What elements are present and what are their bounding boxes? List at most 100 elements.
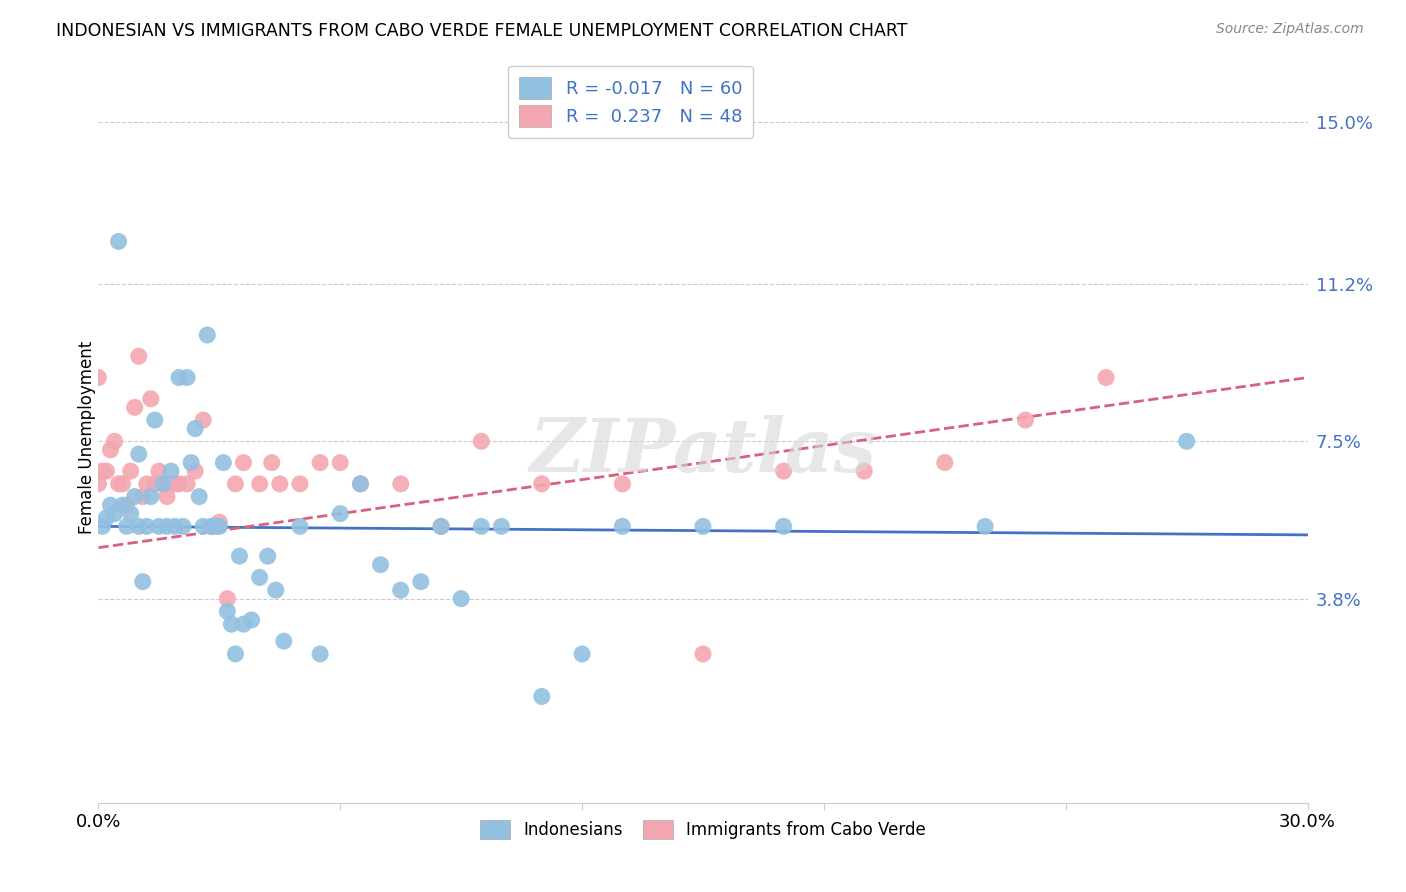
Point bbox=[115, 498, 138, 512]
Point bbox=[224, 476, 246, 491]
Point bbox=[172, 519, 194, 533]
Point bbox=[148, 464, 170, 478]
Point bbox=[135, 519, 157, 533]
Point bbox=[571, 647, 593, 661]
Point bbox=[772, 519, 794, 533]
Point bbox=[430, 519, 453, 533]
Point bbox=[221, 617, 243, 632]
Y-axis label: Female Unemployment: Female Unemployment bbox=[79, 341, 96, 533]
Point bbox=[217, 591, 239, 606]
Point bbox=[200, 519, 222, 533]
Point bbox=[273, 634, 295, 648]
Point bbox=[204, 519, 226, 533]
Point bbox=[249, 476, 271, 491]
Point bbox=[974, 519, 997, 533]
Point bbox=[389, 583, 412, 598]
Point bbox=[772, 464, 794, 478]
Point bbox=[1175, 434, 1198, 449]
Point bbox=[143, 413, 166, 427]
Point bbox=[91, 519, 114, 533]
Point bbox=[249, 570, 271, 584]
Point bbox=[139, 392, 162, 406]
Point bbox=[193, 413, 215, 427]
Point bbox=[180, 456, 202, 470]
Point bbox=[128, 447, 150, 461]
Point bbox=[370, 558, 392, 572]
Point bbox=[128, 349, 150, 363]
Point bbox=[132, 490, 155, 504]
Point bbox=[208, 519, 231, 533]
Point bbox=[156, 490, 179, 504]
Point bbox=[853, 464, 876, 478]
Point bbox=[692, 519, 714, 533]
Point bbox=[152, 476, 174, 491]
Point bbox=[96, 464, 118, 478]
Point bbox=[176, 476, 198, 491]
Point bbox=[143, 476, 166, 491]
Point bbox=[111, 498, 134, 512]
Point bbox=[188, 490, 211, 504]
Point bbox=[232, 456, 254, 470]
Point bbox=[111, 476, 134, 491]
Point bbox=[349, 476, 371, 491]
Point bbox=[530, 690, 553, 704]
Point bbox=[349, 476, 371, 491]
Point bbox=[167, 370, 190, 384]
Point bbox=[195, 328, 218, 343]
Point bbox=[309, 647, 332, 661]
Point bbox=[612, 519, 634, 533]
Text: INDONESIAN VS IMMIGRANTS FROM CABO VERDE FEMALE UNEMPLOYMENT CORRELATION CHART: INDONESIAN VS IMMIGRANTS FROM CABO VERDE… bbox=[56, 22, 908, 40]
Point bbox=[163, 519, 186, 533]
Point bbox=[256, 549, 278, 563]
Point bbox=[692, 647, 714, 661]
Text: ZIPatlas: ZIPatlas bbox=[530, 416, 876, 488]
Point bbox=[139, 490, 162, 504]
Point bbox=[240, 613, 263, 627]
Point bbox=[288, 519, 311, 533]
Point bbox=[184, 421, 207, 435]
Point bbox=[184, 464, 207, 478]
Point bbox=[329, 507, 352, 521]
Point bbox=[103, 507, 125, 521]
Point bbox=[103, 434, 125, 449]
Point bbox=[470, 434, 492, 449]
Point bbox=[491, 519, 513, 533]
Point bbox=[152, 476, 174, 491]
Point bbox=[200, 519, 222, 533]
Point bbox=[163, 476, 186, 491]
Point bbox=[1095, 370, 1118, 384]
Point bbox=[309, 456, 332, 470]
Point bbox=[87, 370, 110, 384]
Point bbox=[167, 476, 190, 491]
Point bbox=[329, 456, 352, 470]
Point bbox=[176, 370, 198, 384]
Text: Source: ZipAtlas.com: Source: ZipAtlas.com bbox=[1216, 22, 1364, 37]
Point bbox=[100, 498, 122, 512]
Point bbox=[430, 519, 453, 533]
Point bbox=[135, 476, 157, 491]
Point bbox=[124, 490, 146, 504]
Point bbox=[389, 476, 412, 491]
Point bbox=[934, 456, 956, 470]
Point bbox=[260, 456, 283, 470]
Point bbox=[264, 583, 287, 598]
Point bbox=[148, 519, 170, 533]
Point bbox=[156, 519, 179, 533]
Point bbox=[132, 574, 155, 589]
Point bbox=[91, 464, 114, 478]
Point bbox=[115, 519, 138, 533]
Point bbox=[96, 511, 118, 525]
Point bbox=[217, 604, 239, 618]
Point bbox=[288, 476, 311, 491]
Point bbox=[612, 476, 634, 491]
Point bbox=[120, 464, 142, 478]
Point bbox=[530, 476, 553, 491]
Point bbox=[228, 549, 250, 563]
Point bbox=[470, 519, 492, 533]
Point bbox=[450, 591, 472, 606]
Point bbox=[107, 235, 129, 249]
Point bbox=[212, 456, 235, 470]
Point bbox=[120, 507, 142, 521]
Point bbox=[193, 519, 215, 533]
Point bbox=[232, 617, 254, 632]
